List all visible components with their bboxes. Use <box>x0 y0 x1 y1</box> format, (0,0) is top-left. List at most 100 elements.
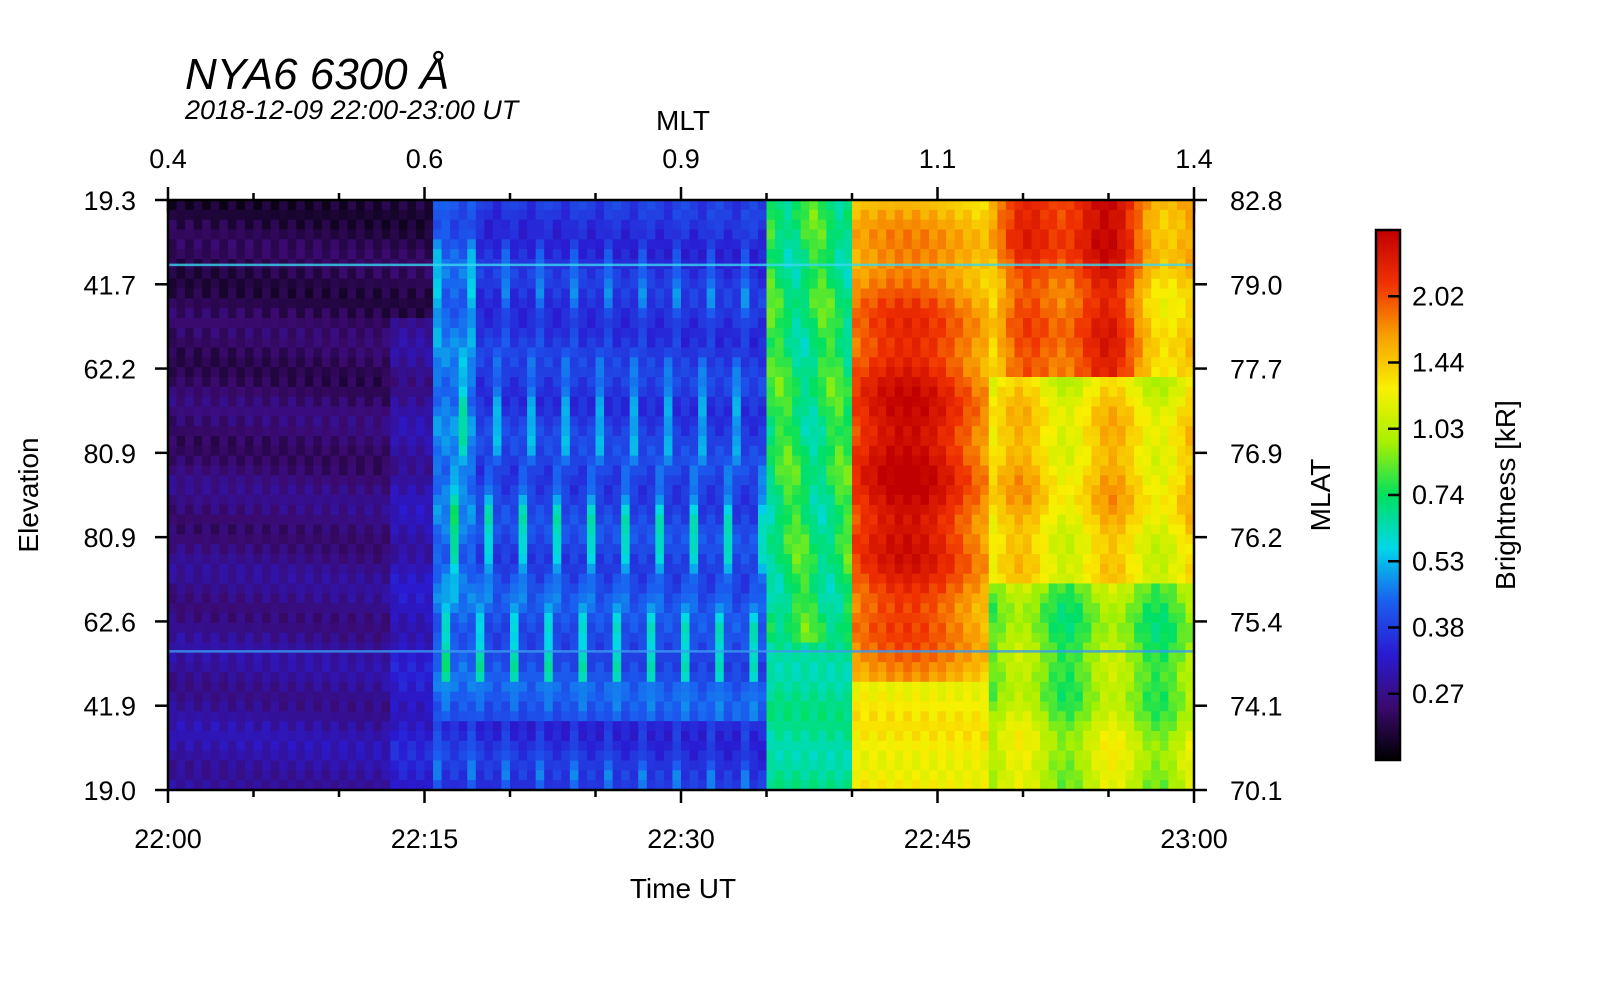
heatmap-cell <box>475 495 485 506</box>
heatmap-cell <box>800 593 810 604</box>
heatmap-cell <box>415 770 426 781</box>
heatmap-cell <box>304 524 314 535</box>
heatmap-cell <box>826 681 836 693</box>
heatmap-cell <box>210 504 220 516</box>
heatmap-cell <box>783 475 793 486</box>
heatmap-cell <box>860 770 870 781</box>
heatmap-cell <box>356 278 366 290</box>
heatmap-cell <box>535 583 545 594</box>
heatmap-cell <box>775 416 785 427</box>
heatmap-cell <box>373 504 383 516</box>
heatmap-cell <box>800 436 810 447</box>
heatmap-cell <box>783 367 793 378</box>
heatmap-cell <box>321 416 332 427</box>
heatmap-cell <box>253 416 263 427</box>
heatmap-cell <box>287 573 297 585</box>
heatmap-cell <box>501 455 511 467</box>
heatmap-cell <box>527 613 537 624</box>
heatmap-cell <box>535 780 545 791</box>
heatmap-cell <box>262 219 272 231</box>
heatmap-cell <box>544 347 554 358</box>
heatmap-cell <box>347 613 357 624</box>
heatmap-cell <box>441 681 451 693</box>
heatmap-cell <box>535 524 545 535</box>
heatmap-cell <box>253 504 263 516</box>
heatmap-cell <box>698 583 708 594</box>
heatmap-cell <box>467 544 477 555</box>
heatmap-cell <box>766 426 776 437</box>
heatmap-cell <box>732 396 742 408</box>
heatmap-cell <box>450 573 460 585</box>
heatmap-cell <box>330 514 340 526</box>
heatmap-cell <box>792 239 802 250</box>
heatmap-cell <box>450 731 460 742</box>
heatmap-cell <box>535 504 545 516</box>
heatmap-cell <box>689 426 699 437</box>
heatmap-cell <box>527 711 537 722</box>
heatmap-cell <box>672 455 682 467</box>
heatmap-cell <box>219 622 229 634</box>
heatmap-cell <box>339 268 349 280</box>
heatmap-cell <box>210 357 220 368</box>
heatmap-cell <box>424 219 434 231</box>
heatmap-cell <box>578 603 588 614</box>
heatmap-cell <box>586 278 597 290</box>
heatmap-cell <box>296 200 306 211</box>
heatmap-cell <box>535 396 545 408</box>
heatmap-cell <box>757 563 768 575</box>
heatmap-cell <box>817 780 827 791</box>
heatmap-cell <box>296 711 306 722</box>
heatmap-cell <box>749 740 759 752</box>
heatmap-cell <box>441 386 451 398</box>
heatmap-cell <box>689 249 699 260</box>
heatmap-cell <box>398 268 408 280</box>
heatmap-cell <box>407 750 417 762</box>
heatmap-cell <box>364 701 374 712</box>
heatmap-cell <box>766 465 776 476</box>
heatmap-cell <box>715 740 725 752</box>
heatmap-cell <box>287 475 297 486</box>
heatmap-cell <box>621 436 631 447</box>
heatmap-cell <box>424 603 434 614</box>
heatmap-cell <box>595 347 605 358</box>
heatmap-cell <box>689 327 699 339</box>
heatmap-cell <box>210 544 220 555</box>
heatmap-cell <box>501 200 511 211</box>
heatmap-cell <box>826 750 836 762</box>
heatmap-cell <box>834 721 845 732</box>
heatmap-cell <box>681 672 691 683</box>
heatmap-cell <box>236 278 246 290</box>
heatmap-cell <box>843 662 853 673</box>
heatmap-cell <box>792 642 802 653</box>
heatmap-cell <box>236 249 246 260</box>
heatmap-cell <box>398 681 408 693</box>
heatmap-cell <box>629 455 639 467</box>
heatmap-cell <box>407 662 417 673</box>
heatmap-cell <box>860 337 870 349</box>
heatmap-cell <box>646 603 656 614</box>
heatmap-cell <box>279 583 289 594</box>
heatmap-cell <box>390 593 400 604</box>
heatmap-cell <box>287 760 297 771</box>
heatmap-cell <box>270 544 280 555</box>
heatmap-cell <box>689 436 699 447</box>
heatmap-cell <box>595 445 605 457</box>
heatmap-cell <box>381 337 391 349</box>
heatmap-cell <box>569 200 579 211</box>
heatmap-cell <box>681 760 691 771</box>
heatmap-cell <box>373 396 383 408</box>
heatmap-cell <box>373 691 383 703</box>
top-x-tick-label: 1.1 <box>919 144 957 174</box>
heatmap-cell <box>492 416 503 427</box>
heatmap-cell <box>492 485 503 496</box>
heatmap-cell <box>638 770 648 781</box>
heatmap-cell <box>236 347 246 358</box>
heatmap-cell <box>766 593 776 604</box>
heatmap-cell <box>424 652 434 663</box>
heatmap-cell <box>219 298 229 309</box>
heatmap-cell <box>475 318 485 329</box>
heatmap-cell <box>381 721 391 732</box>
heatmap-cell <box>809 504 819 516</box>
heatmap-cell <box>800 721 810 732</box>
heatmap-cell <box>279 436 289 447</box>
